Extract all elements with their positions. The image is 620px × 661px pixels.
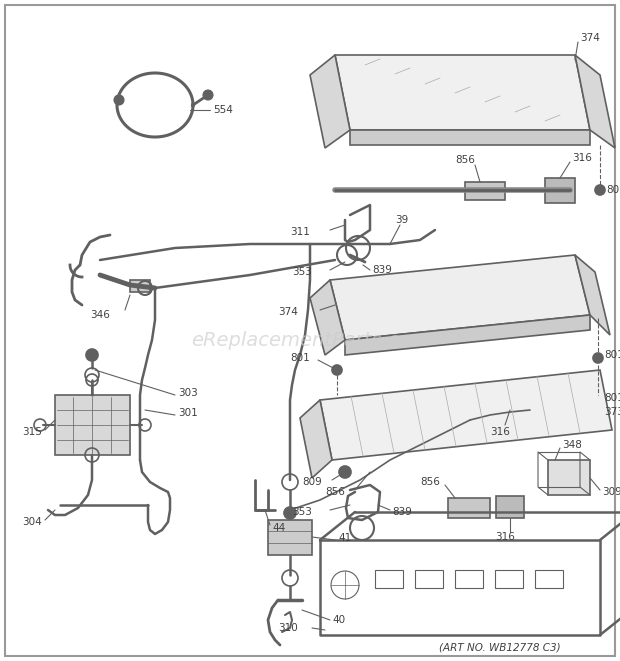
Bar — [415, 570, 443, 588]
Text: 39: 39 — [395, 215, 408, 225]
Polygon shape — [575, 255, 610, 335]
Text: 301: 301 — [178, 408, 198, 418]
Text: 316: 316 — [495, 532, 515, 542]
Circle shape — [332, 365, 342, 375]
Circle shape — [593, 393, 603, 403]
Bar — [548, 460, 590, 495]
Text: (ART NO. WB12778 C3): (ART NO. WB12778 C3) — [439, 643, 561, 653]
Text: 310: 310 — [278, 623, 298, 633]
Bar — [496, 496, 524, 518]
Circle shape — [339, 466, 351, 478]
Bar — [545, 178, 575, 203]
Text: 373: 373 — [604, 407, 620, 417]
Bar — [55, 395, 130, 455]
Bar — [448, 498, 490, 518]
Text: 44: 44 — [272, 523, 285, 533]
Polygon shape — [310, 280, 345, 355]
Text: eReplacementParts.com: eReplacementParts.com — [191, 330, 429, 350]
Polygon shape — [575, 55, 615, 148]
Circle shape — [86, 349, 98, 361]
Text: 801: 801 — [604, 393, 620, 403]
Bar — [495, 570, 523, 588]
Text: 856: 856 — [420, 477, 440, 487]
Circle shape — [593, 353, 603, 363]
Text: 316: 316 — [490, 427, 510, 437]
Text: 303: 303 — [178, 388, 198, 398]
Text: 801: 801 — [604, 350, 620, 360]
Bar — [535, 570, 563, 588]
Text: 40: 40 — [332, 615, 345, 625]
Polygon shape — [345, 315, 590, 355]
Text: 304: 304 — [22, 517, 42, 527]
Text: 315: 315 — [22, 427, 42, 437]
Circle shape — [284, 507, 296, 519]
Text: 309: 309 — [602, 487, 620, 497]
Text: 554: 554 — [213, 105, 233, 115]
Bar — [455, 570, 483, 588]
Text: 856: 856 — [455, 155, 475, 165]
Text: 856: 856 — [325, 487, 345, 497]
Text: 353: 353 — [292, 267, 312, 277]
Polygon shape — [310, 55, 350, 148]
Text: 374: 374 — [580, 33, 600, 43]
Polygon shape — [350, 130, 590, 145]
Text: 316: 316 — [572, 153, 592, 163]
Text: 809: 809 — [302, 477, 322, 487]
Text: 839: 839 — [372, 265, 392, 275]
Polygon shape — [330, 255, 590, 340]
Text: 311: 311 — [290, 227, 310, 237]
Text: 353: 353 — [292, 507, 312, 517]
Circle shape — [595, 185, 605, 195]
Text: 348: 348 — [562, 440, 582, 450]
Polygon shape — [300, 400, 332, 478]
Polygon shape — [335, 55, 590, 130]
Text: 41: 41 — [338, 533, 352, 543]
Bar — [268, 520, 312, 555]
Text: 374: 374 — [278, 307, 298, 317]
Circle shape — [114, 95, 124, 105]
Text: 801: 801 — [290, 353, 310, 363]
Circle shape — [203, 90, 213, 100]
Text: 346: 346 — [90, 310, 110, 320]
Polygon shape — [320, 370, 612, 460]
Bar — [130, 280, 150, 292]
Bar — [465, 182, 505, 200]
Text: 801: 801 — [606, 185, 620, 195]
Bar — [375, 570, 403, 588]
Text: 839: 839 — [392, 507, 412, 517]
